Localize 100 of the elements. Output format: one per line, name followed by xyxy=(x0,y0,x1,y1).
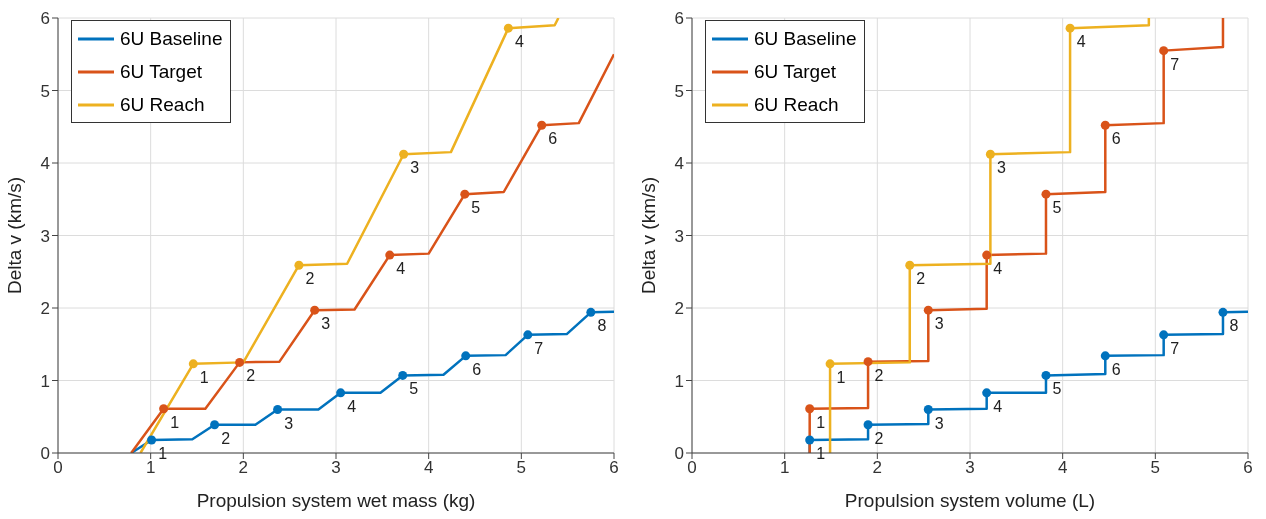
point xyxy=(1041,370,1051,380)
annotation: 3 xyxy=(934,414,944,432)
annotation: 2 xyxy=(305,270,315,288)
point xyxy=(1159,46,1169,56)
annotation: 2 xyxy=(916,270,926,288)
y-tick-label: 5 xyxy=(674,81,684,101)
x-tick-label: 3 xyxy=(965,458,975,478)
point xyxy=(1065,23,1075,33)
point xyxy=(825,359,835,369)
x-tick-label: 5 xyxy=(1150,458,1161,478)
legend-label: 6U Target xyxy=(120,60,203,83)
annotation: 1 xyxy=(836,368,846,386)
point xyxy=(159,404,169,414)
y-tick-label: 2 xyxy=(40,299,50,319)
annotation: 5 xyxy=(409,380,419,398)
annotation: 5 xyxy=(1052,380,1062,398)
legend-label: 6U Baseline xyxy=(754,27,857,50)
annotation: 2 xyxy=(874,366,884,384)
x-axis-title: Propulsion system volume (L) xyxy=(844,490,1096,511)
y-tick-label: 6 xyxy=(674,9,684,29)
annotation: 2 xyxy=(246,367,256,385)
point xyxy=(905,260,915,270)
y-tick-label: 1 xyxy=(40,371,50,391)
y-tick-label: 6 xyxy=(40,9,50,29)
point xyxy=(273,405,283,414)
point xyxy=(923,305,933,315)
point xyxy=(863,420,873,430)
annotation: 2 xyxy=(221,429,231,447)
point xyxy=(385,250,395,260)
point xyxy=(336,388,346,398)
point xyxy=(310,305,320,315)
annotation: 5 xyxy=(1052,199,1062,217)
point xyxy=(537,120,547,130)
annotation: 3 xyxy=(934,315,944,333)
point xyxy=(1041,189,1051,199)
annotation: 1 xyxy=(816,413,826,431)
point xyxy=(982,250,992,260)
y-tick-label: 5 xyxy=(40,81,50,101)
y-tick-label: 0 xyxy=(40,444,50,464)
point xyxy=(503,23,513,33)
annotation: 4 xyxy=(1076,33,1086,51)
point xyxy=(923,405,933,414)
point xyxy=(985,149,995,159)
x-tick-label: 2 xyxy=(238,458,249,478)
point xyxy=(982,388,992,398)
x-tick-label: 5 xyxy=(516,458,527,478)
annotation: 3 xyxy=(410,159,420,177)
x-tick-label: 3 xyxy=(331,458,341,478)
point xyxy=(805,404,815,414)
annotation: 3 xyxy=(996,159,1006,177)
point xyxy=(1100,351,1110,361)
point xyxy=(147,435,157,445)
annotation: 4 xyxy=(396,260,406,278)
point xyxy=(398,370,408,380)
x-tick-label: 1 xyxy=(779,458,790,478)
annotation: 6 xyxy=(472,360,482,378)
point xyxy=(460,189,470,199)
annotation: 8 xyxy=(1229,317,1239,335)
point xyxy=(294,260,304,270)
y-tick-label: 3 xyxy=(674,226,684,246)
point xyxy=(805,435,815,445)
point xyxy=(1218,307,1228,317)
x-tick-label: 6 xyxy=(609,458,619,478)
x-tick-label: 4 xyxy=(423,458,434,478)
annotation: 3 xyxy=(284,414,294,432)
annotation: 4 xyxy=(993,260,1003,278)
annotation: 1 xyxy=(170,413,180,431)
x-tick-label: 2 xyxy=(872,458,883,478)
x-tick-label: 0 xyxy=(53,458,63,478)
y-tick-label: 4 xyxy=(40,154,50,174)
point xyxy=(188,359,198,369)
legend-label: 6U Baseline xyxy=(120,27,223,50)
annotation: 3 xyxy=(321,315,331,333)
y-tick-label: 0 xyxy=(674,444,684,464)
annotation: 5 xyxy=(471,199,481,217)
point xyxy=(863,357,873,367)
y-tick-label: 2 xyxy=(674,299,684,319)
legend-label: 6U Target xyxy=(754,60,837,83)
legend-label: 6U Reach xyxy=(754,93,839,116)
annotation: 4 xyxy=(347,397,357,415)
x-tick-label: 6 xyxy=(1243,458,1253,478)
legend-label: 6U Reach xyxy=(120,93,205,116)
annotation: 6 xyxy=(548,130,558,148)
annotation: 2 xyxy=(874,429,884,447)
annotation: 4 xyxy=(514,33,524,51)
annotation: 1 xyxy=(158,444,168,462)
point xyxy=(210,420,220,430)
point xyxy=(1100,120,1110,130)
annotation: 4 xyxy=(993,397,1003,415)
annotation: 7 xyxy=(534,339,544,357)
y-tick-label: 4 xyxy=(674,154,684,174)
x-tick-label: 0 xyxy=(687,458,697,478)
y-tick-label: 1 xyxy=(674,371,684,391)
annotation: 7 xyxy=(1170,55,1180,73)
point xyxy=(235,357,245,367)
point xyxy=(1159,330,1169,340)
annotation: 1 xyxy=(199,368,209,386)
point xyxy=(586,307,596,317)
annotation: 6 xyxy=(1111,360,1121,378)
annotation: 1 xyxy=(816,444,826,462)
